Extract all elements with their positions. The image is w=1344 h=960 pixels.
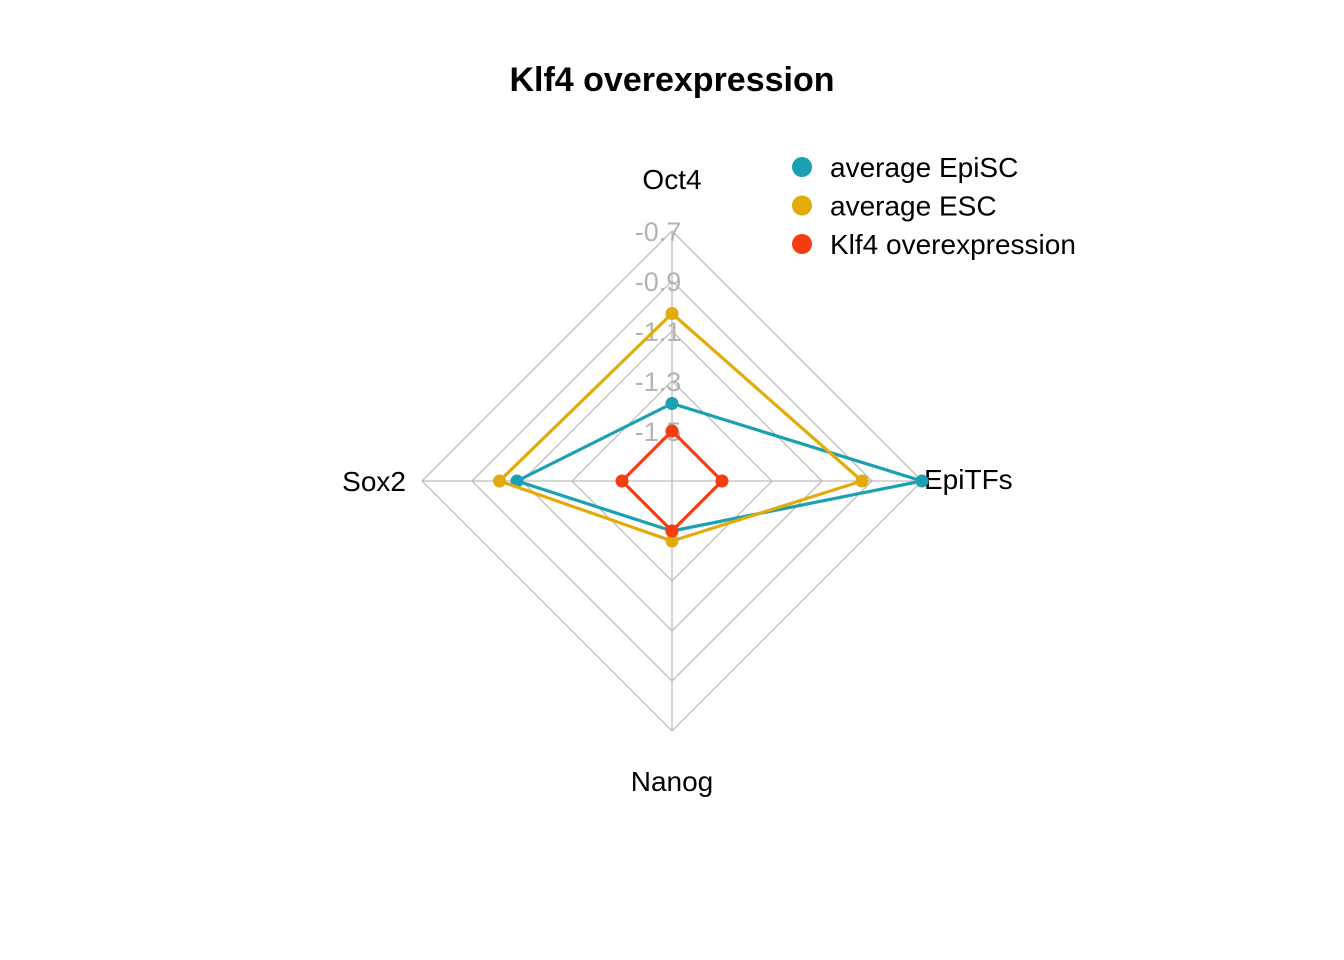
data-point [510, 474, 524, 488]
axis-label-sox2: Sox2 [342, 466, 406, 497]
radial-tick-label: -0.7 [635, 217, 682, 247]
data-point [665, 424, 679, 438]
data-point [493, 474, 506, 488]
legend-marker [792, 234, 812, 254]
legend-marker [792, 157, 812, 177]
legend-label: average ESC [830, 191, 997, 222]
data-point [855, 474, 869, 488]
data-point [665, 397, 679, 410]
radial-tick-label: -1.3 [635, 367, 682, 397]
legend: average EpiSC average ESC Klf4 overexpress… [792, 152, 1076, 260]
axis-label-epitfs: EpiTFs [924, 464, 1013, 495]
axis-label-oct4: Oct4 [642, 164, 701, 195]
data-point [615, 474, 629, 488]
chart-title: Klf4 overexpression [509, 61, 834, 99]
series-group [493, 307, 929, 548]
series-average-esc [493, 307, 869, 548]
legend-marker [792, 195, 812, 216]
data-point [715, 474, 729, 488]
legend-label: Klf4 overexpression [830, 229, 1076, 260]
data-point [665, 524, 679, 538]
data-point [915, 474, 929, 488]
axis-labels: Oct4 EpiTFs Nanog Sox2 [342, 164, 1013, 797]
legend-label: average EpiSC [830, 152, 1018, 183]
radial-tick-label: -0.9 [635, 267, 682, 297]
series-average-episc [510, 397, 929, 538]
data-point [665, 307, 679, 320]
data-point [665, 534, 679, 548]
axis-label-nanog: Nanog [631, 766, 714, 797]
radial-tick-labels: -0.7-0.9-1.1-1.3-1.5 [635, 217, 682, 447]
series-line [515, 401, 924, 533]
series-klf4-overexpression [615, 424, 729, 538]
